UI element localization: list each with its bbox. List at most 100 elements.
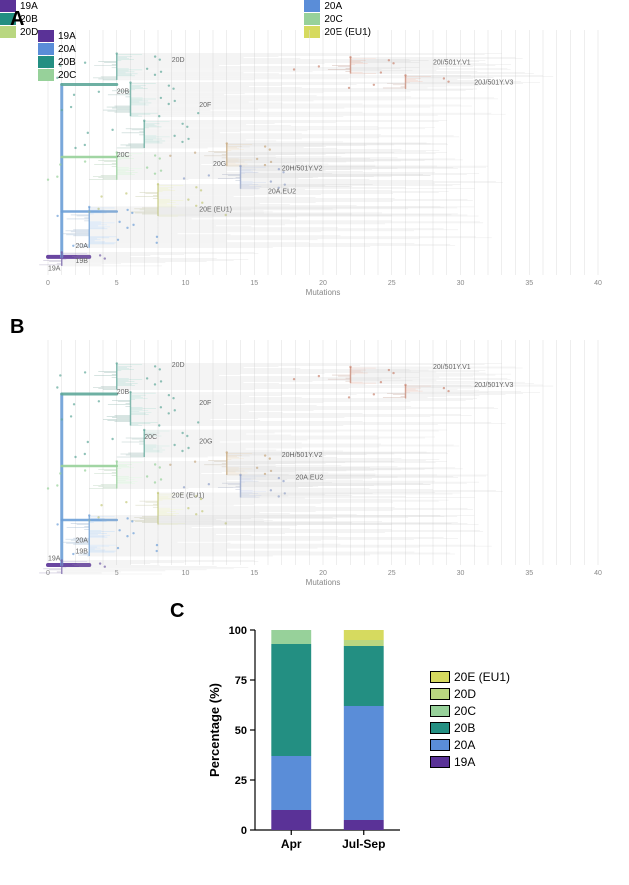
phylo-tree-a-svg: 0 5 10 15 20 25 30 35 40 Mutations 19A 19B 20A 20B 20C… [38,30,608,300]
svg-text:25: 25 [235,775,247,787]
svg-text:25: 25 [388,570,396,577]
legend-item: 20C [38,69,76,81]
svg-text:19B: 19B [76,258,89,265]
svg-text:50: 50 [235,725,247,737]
legend-label: 20B [454,721,475,735]
svg-text:40: 40 [594,280,602,287]
svg-text:20G: 20G [213,161,226,168]
svg-text:19A: 19A [48,265,61,272]
svg-text:20A: 20A [76,538,89,545]
legend-item: 19A [430,755,510,769]
svg-text:20H/501Y.V2: 20H/501Y.V2 [282,166,323,173]
legend-label: 20A [454,738,475,752]
svg-text:20B: 20B [117,389,130,396]
svg-text:Jul-Sep: Jul-Sep [342,837,385,851]
svg-text:20B: 20B [117,89,130,96]
legend-item: 20A [304,0,629,12]
stacked-bar-svg: 0 25 50 75 100 Percentage (%) Apr Jul-Sep [205,625,405,860]
panel-b-label: B [10,316,24,339]
legend-a: 19A 20A 20B 20C [38,30,76,81]
svg-text:19A: 19A [48,556,61,563]
legend-item: 20B [38,56,76,68]
svg-text:75: 75 [235,675,247,687]
svg-text:20: 20 [319,570,327,577]
svg-text:0: 0 [241,825,247,837]
svg-text:20F: 20F [199,400,211,407]
svg-text:15: 15 [250,280,258,287]
legend-c: 20E (EU1) 20D 20C 20B 20A 19A [430,670,510,769]
svg-text:20A: 20A [76,243,89,250]
svg-text:25: 25 [388,280,396,287]
svg-text:Percentage (%): Percentage (%) [207,683,222,777]
legend-swatch [38,30,54,42]
legend-label: 20A [324,1,342,12]
svg-text:20J/501Y.V3: 20J/501Y.V3 [474,79,513,86]
svg-text:20E (EU1): 20E (EU1) [199,206,232,213]
legend-swatch [430,722,450,734]
svg-text:20D: 20D [172,57,185,64]
legend-label: 20B [58,57,76,68]
svg-text:40: 40 [594,570,602,577]
svg-text:0: 0 [46,570,50,577]
phylo-tree-b: 0510152025303540Mutations19A19B20A20B20C… [38,340,608,590]
legend-label: 20C [324,14,342,25]
legend-swatch [38,69,54,81]
svg-text:20J/501Y.V3: 20J/501Y.V3 [474,382,513,389]
legend-item: 20D [430,687,510,701]
legend-swatch [304,0,320,12]
svg-text:35: 35 [525,280,533,287]
legend-label: 19A [454,755,475,769]
legend-swatch [430,756,450,768]
svg-text:Apr: Apr [281,837,302,851]
stacked-bar-chart-c: 0 25 50 75 100 Percentage (%) Apr Jul-Sep [205,625,405,860]
legend-swatch [430,688,450,700]
svg-text:5: 5 [115,280,119,287]
svg-text:10: 10 [182,280,190,287]
legend-item: 19A [38,30,76,42]
svg-text:20A.EU2: 20A.EU2 [296,475,324,482]
legend-item: 20C [304,13,629,25]
legend-label: 20C [454,704,476,718]
svg-text:100: 100 [229,625,247,637]
legend-item: 20A [38,43,76,55]
phylo-tree-a: 0 5 10 15 20 25 30 35 40 Mutations 19A 19B 20A 20B 20C… [38,30,608,300]
legend-item: 20C [430,704,510,718]
legend-swatch [38,56,54,68]
legend-label: 20A [58,44,76,55]
legend-item: 20A [430,738,510,752]
svg-text:20A.EU2: 20A.EU2 [268,188,296,195]
svg-text:30: 30 [457,280,465,287]
panel-c-label: C [170,600,184,623]
svg-text:20I/501Y.V1: 20I/501Y.V1 [433,59,471,66]
legend-swatch [38,43,54,55]
legend-label: 20C [58,70,76,81]
legend-swatch [430,739,450,751]
phylo-tree-b-svg: 0510152025303540Mutations19A19B20A20B20C… [38,340,608,590]
legend-label: 19A [58,31,76,42]
svg-text:20I/501Y.V1: 20I/501Y.V1 [433,364,471,371]
svg-text:19B: 19B [76,548,89,555]
svg-text:0: 0 [46,280,50,287]
legend-label: 20D [454,687,476,701]
svg-text:Mutations: Mutations [306,578,341,587]
svg-text:20E (EU1): 20E (EU1) [172,493,205,500]
legend-swatch [304,13,320,25]
svg-text:20F: 20F [199,102,211,109]
svg-text:20C: 20C [144,434,157,441]
svg-text:20D: 20D [172,362,185,369]
svg-text:20G: 20G [199,439,212,446]
legend-item: 19A [0,0,296,12]
svg-text:20H/501Y.V2: 20H/501Y.V2 [282,452,323,459]
panel-a-label: A [10,8,24,31]
svg-text:35: 35 [525,570,533,577]
svg-text:20: 20 [319,280,327,287]
svg-text:30: 30 [457,570,465,577]
svg-text:20C: 20C [117,152,130,159]
legend-item: 20B [0,13,296,25]
legend-swatch [430,705,450,717]
svg-text:Mutations: Mutations [306,288,341,297]
svg-text:10: 10 [182,570,190,577]
svg-text:15: 15 [250,570,258,577]
legend-item: 20B [430,721,510,735]
legend-item: 20E (EU1) [430,670,510,684]
